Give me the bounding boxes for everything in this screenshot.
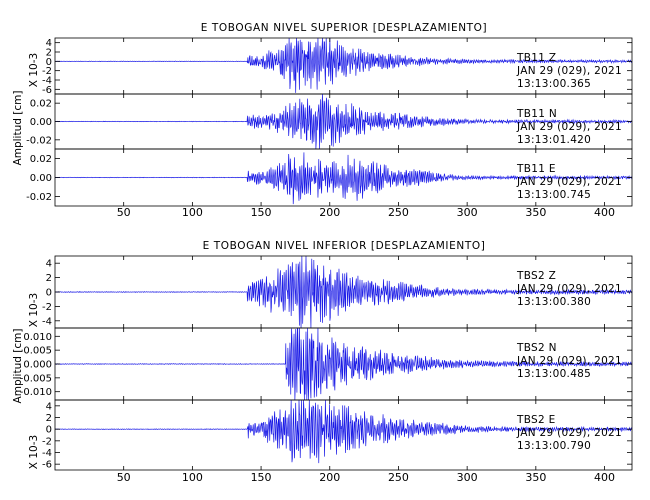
- y-tick-label: -0.02: [26, 135, 52, 146]
- y-tick-label: -6: [42, 85, 52, 96]
- x-tick-label: 100: [182, 206, 203, 219]
- x-tick-label: 200: [319, 206, 340, 219]
- x-tick-label: 400: [594, 206, 615, 219]
- trace-line-n: [54, 327, 633, 401]
- trace-info-line: JAN 29 (029), 2021: [516, 427, 622, 439]
- trace-info-line: TBS2 Z: [516, 270, 556, 282]
- y-tick-label: 0.005: [23, 346, 52, 357]
- x-tick-label: 350: [525, 471, 546, 484]
- trace-info-line: 13:13:01.420: [517, 134, 591, 146]
- x-tick-label: 200: [319, 471, 340, 484]
- y-tick-label: 0.00: [30, 117, 52, 128]
- unit-label-inferior-e: X 10-3: [28, 435, 40, 469]
- trace-line-e: [54, 399, 633, 464]
- y-tick-label: -0.010: [20, 387, 52, 398]
- x-tick-label: 50: [117, 206, 131, 219]
- y-tick-label: 0: [46, 288, 52, 299]
- trace-info-line: JAN 29 (029), 2021: [516, 121, 622, 133]
- y-tick-label: 4: [46, 401, 52, 412]
- trace-line-z: [54, 37, 633, 93]
- y-tick-label: -4: [42, 316, 52, 327]
- x-tick-label: 100: [182, 471, 203, 484]
- trace-info-line: JAN 29 (029), 2021: [516, 176, 622, 188]
- y-tick-label: 0.00: [30, 173, 52, 184]
- trace-line-e: [54, 152, 633, 205]
- y-tick-label: 2: [46, 48, 52, 59]
- x-tick-label: 300: [457, 206, 478, 219]
- chart-title-inferior: E TOBOGAN NIVEL INFERIOR [DESPLAZAMIENTO…: [203, 240, 486, 252]
- trace-info-line: TBS2 E: [516, 414, 556, 426]
- y-tick-label: 4: [46, 38, 52, 49]
- y-tick-label: 2: [46, 273, 52, 284]
- y-tick-label: 0.02: [30, 154, 52, 165]
- x-tick-label: 150: [251, 206, 272, 219]
- trace-info-line: TBS2 N: [516, 342, 557, 354]
- y-tick-label: -4: [42, 448, 52, 459]
- trace-line-z: [54, 255, 633, 329]
- panel-frame: [54, 399, 633, 471]
- y-tick-label: 0.000: [23, 360, 52, 371]
- unit-label-superior-z: X 10-3: [28, 53, 40, 87]
- y-tick-label: -0.005: [20, 373, 52, 384]
- y-tick-label: 2: [46, 413, 52, 424]
- trace-info-line: 13:13:00.485: [517, 368, 591, 380]
- y-tick-label: 0: [46, 57, 52, 68]
- trace-line-n: [54, 93, 633, 150]
- trace-info-line: 13:13:00.790: [517, 440, 591, 452]
- y-tick-label: -2: [42, 66, 52, 77]
- y-tick-label: -2: [42, 436, 52, 447]
- x-tick-label: 250: [388, 471, 409, 484]
- chart-title-superior: E TOBOGAN NIVEL SUPERIOR [DESPLAZAMIENTO…: [201, 22, 488, 34]
- x-tick-label: 50: [117, 471, 131, 484]
- trace-info-line: TB11 Z: [516, 52, 556, 64]
- y-tick-label: -4: [42, 76, 52, 87]
- x-tick-label: 250: [388, 206, 409, 219]
- y-tick-label: 0.010: [23, 332, 52, 343]
- y-axis-label-inferior: Amplitud [cm]: [12, 329, 24, 404]
- x-tick-label: 150: [251, 471, 272, 484]
- trace-info-line: 13:13:00.365: [517, 78, 591, 90]
- y-tick-label: -0.02: [26, 192, 52, 203]
- trace-info-line: JAN 29 (029), 2021: [516, 355, 622, 367]
- trace-info-line: TB11 N: [516, 108, 557, 120]
- trace-info-line: 13:13:00.380: [517, 296, 591, 308]
- unit-label-inferior-z: X 10-3: [28, 293, 40, 327]
- trace-info-line: JAN 29 (029), 2021: [516, 283, 622, 295]
- y-tick-label: -2: [42, 302, 52, 313]
- y-tick-label: -6: [42, 460, 52, 471]
- y-tick-label: 4: [46, 259, 52, 270]
- x-tick-label: 350: [525, 206, 546, 219]
- y-axis-label-superior: Amplitud [cm]: [12, 91, 24, 166]
- x-tick-label: 400: [594, 471, 615, 484]
- trace-info-line: 13:13:00.745: [517, 189, 591, 201]
- trace-info-line: TB11 E: [516, 163, 556, 175]
- y-tick-label: 0.02: [30, 99, 52, 110]
- y-tick-label: 0: [46, 425, 52, 436]
- x-tick-label: 300: [457, 471, 478, 484]
- trace-info-line: JAN 29 (029), 2021: [516, 65, 622, 77]
